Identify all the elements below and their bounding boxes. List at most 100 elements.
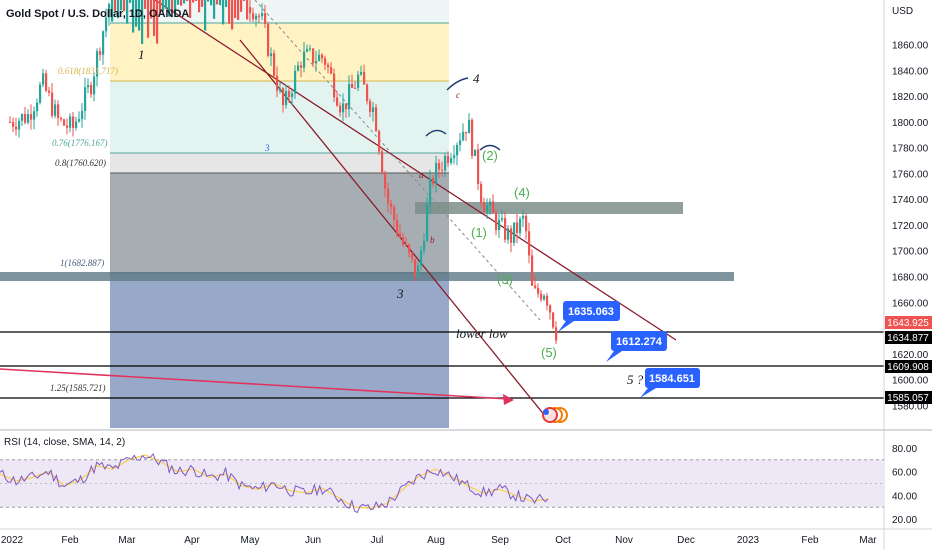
price-tick-label: 1840.00: [892, 66, 929, 77]
wave-paren-3: (3): [497, 272, 513, 287]
candle-body: [177, 0, 180, 5]
wave-a: a: [419, 170, 424, 180]
rsi-axis-ticks: 80.00 60.00 40.00 20.00: [892, 444, 917, 526]
candle-body: [192, 0, 195, 3]
time-tick-label: 2022: [1, 535, 24, 546]
rsi-tick-label: 60.00: [892, 468, 917, 479]
candle-body: [222, 0, 225, 25]
price-tag-1634-bg: [885, 331, 932, 344]
fib-zone-gray: [110, 153, 449, 173]
candle-body: [162, 0, 165, 11]
candle-body: [48, 90, 51, 93]
candle-body: [357, 74, 360, 88]
rsi-line: [0, 453, 549, 514]
fib-label-076: 0.76(1776.167): [52, 138, 108, 148]
candle-body: [171, 0, 174, 13]
candle-body: [531, 255, 534, 286]
price-tick-label: 1680.00: [892, 273, 929, 284]
candles: [9, 0, 558, 344]
candle-body: [411, 252, 414, 259]
candle-body: [108, 3, 111, 18]
wave-3: 3: [396, 286, 404, 301]
callout-1584-box: [645, 368, 700, 388]
candle-body: [498, 219, 501, 231]
event-icon-flag[interactable]: [543, 409, 549, 415]
candle-body: [384, 173, 387, 189]
candle-body: [369, 101, 372, 112]
candle-body: [147, 0, 150, 38]
price-tag-1585-text: 1585.057: [887, 393, 929, 404]
price-tick-label: 1780.00: [892, 144, 929, 155]
candle-body: [378, 131, 381, 152]
candle-body: [39, 84, 42, 103]
fib-zone-dark: [110, 173, 449, 273]
price-tag-last-bg: [885, 316, 932, 329]
candle-body: [75, 121, 78, 128]
price-axis-ticks: 1860.00 1840.00 1820.00 1800.00 1780.00 1760.…: [892, 41, 929, 413]
candle-body: [546, 295, 549, 306]
candle-body: [57, 104, 60, 119]
candle-body: [183, 0, 186, 4]
time-axis-ticks: 2022 Feb Mar Apr May Jun Jul Aug Sep Oct Nov Dec 202…: [1, 535, 877, 546]
candle-body: [30, 114, 33, 120]
arc-mark-4: [446, 77, 469, 91]
candle-body: [330, 67, 333, 74]
price-tick-label: 1620.00: [892, 350, 929, 361]
candle-body: [210, 0, 213, 6]
candle-body: [450, 158, 453, 163]
candle-body: [18, 120, 21, 130]
candle-body: [393, 206, 396, 221]
candle-body: [438, 163, 441, 170]
price-tick-label: 1700.00: [892, 247, 929, 258]
wave-4: 4: [473, 71, 480, 86]
candle-body: [96, 51, 99, 77]
candle-body: [321, 54, 324, 59]
candle-body: [270, 53, 273, 56]
time-tick-label: Feb: [61, 535, 79, 546]
price-tick-label: 1860.00: [892, 41, 929, 52]
candle-body: [459, 140, 462, 145]
fib-label-0618: 0.618(1831.717): [58, 66, 118, 76]
candle-body: [483, 202, 486, 212]
price-tick-label: 1800.00: [892, 118, 929, 129]
price-tick-label: 1720.00: [892, 221, 929, 232]
candle-body: [204, 0, 207, 31]
callout-1635-tail: [558, 321, 574, 332]
candle-body: [432, 178, 435, 184]
candle-body: [489, 201, 492, 206]
candle-body: [264, 13, 267, 24]
candle-body: [78, 119, 81, 122]
candle-body: [63, 119, 66, 126]
candle-body: [258, 15, 261, 17]
candle-body: [456, 144, 459, 156]
candle-body: [117, 0, 120, 19]
candle-body: [105, 17, 108, 32]
price-tick-label: 1740.00: [892, 195, 929, 206]
time-tick-label: Mar: [859, 535, 877, 546]
price-tag-1609-text: 1609.908: [887, 362, 929, 373]
candle-body: [36, 102, 39, 112]
candle-body: [225, 0, 228, 8]
candle-body: [213, 0, 216, 19]
candle-body: [333, 73, 336, 98]
callout-1584-tail: [640, 388, 656, 398]
candle-body: [156, 0, 159, 44]
candle-body: [294, 70, 297, 94]
candle-body: [234, 0, 237, 18]
time-tick-label: Nov: [615, 535, 633, 546]
candle-body: [126, 0, 129, 24]
callout-1635-text: 1635.063: [568, 306, 614, 318]
price-tick-label: 1580.00: [892, 401, 929, 412]
time-tick-label: Mar: [118, 535, 136, 546]
candle-body: [336, 97, 339, 106]
candle-body: [525, 215, 528, 232]
candle-body: [381, 151, 384, 174]
candle-body: [54, 104, 57, 116]
candle-body: [465, 131, 468, 134]
candle-body: [318, 54, 321, 61]
candle-body: [399, 233, 402, 237]
candle-body: [33, 111, 36, 120]
target-arrow-line: [0, 368, 509, 400]
channel-upper: [154, 0, 677, 341]
